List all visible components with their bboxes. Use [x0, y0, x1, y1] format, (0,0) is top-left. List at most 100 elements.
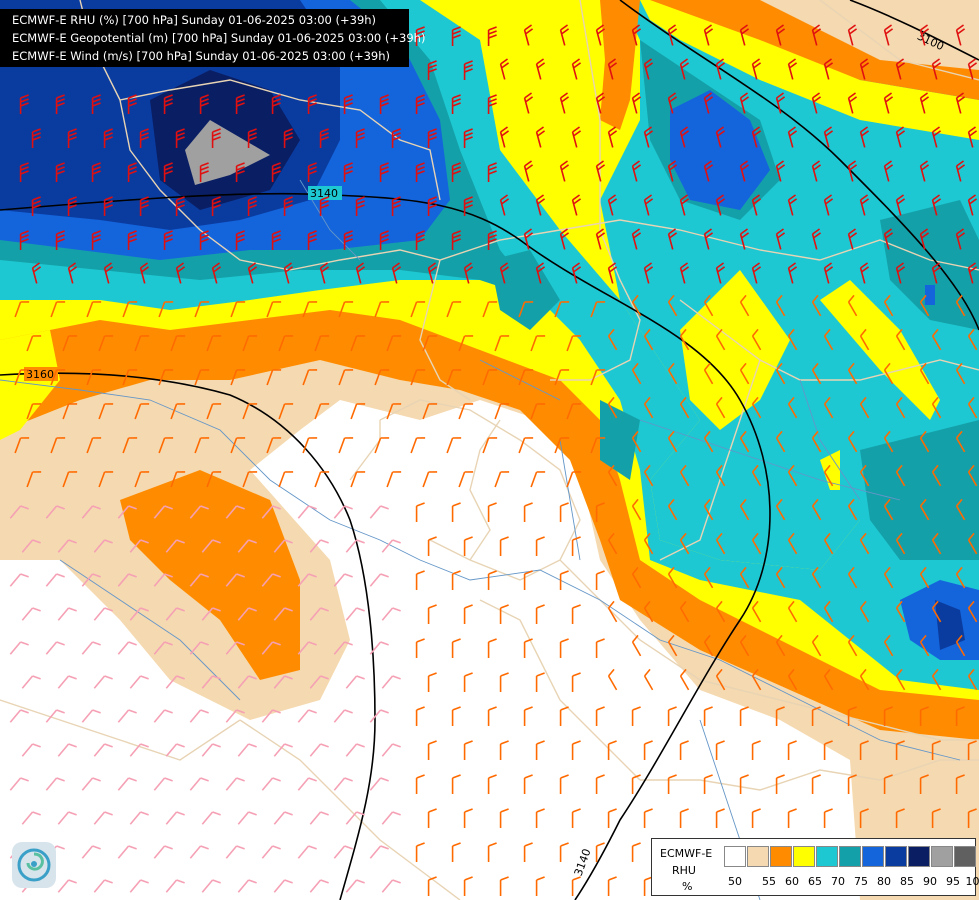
wind-barb	[345, 879, 365, 893]
wind-barb	[607, 194, 618, 216]
wind-barb	[45, 641, 65, 655]
wind-barb	[158, 301, 174, 318]
wind-barb	[153, 777, 173, 791]
wind-barb	[847, 498, 858, 521]
wind-barb	[225, 505, 245, 519]
wind-barb	[535, 262, 546, 284]
wind-barb	[883, 294, 894, 317]
wind-barb	[297, 709, 317, 723]
legend-tick-label: 85	[900, 875, 914, 888]
wind-barb	[297, 777, 317, 791]
legend-variable: RHU	[672, 864, 696, 877]
wind-barb	[787, 808, 797, 828]
wind-barb	[266, 437, 282, 454]
wind-barb	[278, 335, 294, 352]
wind-barb	[230, 301, 246, 318]
wind-barb	[535, 876, 545, 896]
wind-barb	[931, 58, 942, 80]
wind-barb	[487, 94, 497, 114]
wind-barb	[787, 396, 798, 419]
wind-barb	[81, 709, 101, 723]
wind-barb	[55, 94, 65, 114]
wind-barb	[170, 471, 186, 488]
legend-swatch	[793, 846, 815, 867]
wind-barb	[81, 573, 101, 587]
wind-barb	[823, 58, 834, 80]
wind-barb	[235, 94, 245, 114]
wind-barb	[487, 502, 497, 522]
wind-barb	[427, 128, 437, 148]
legend-tick-label: 65	[808, 875, 822, 888]
wind-barb	[607, 126, 618, 148]
wind-barb	[811, 24, 822, 46]
wind-barb	[847, 228, 858, 250]
wind-barb	[381, 607, 401, 621]
wind-barb	[715, 740, 725, 760]
wind-barb	[631, 92, 642, 114]
wind-barb	[643, 328, 654, 351]
wind-barb	[463, 740, 473, 760]
wind-barb	[679, 194, 690, 216]
wind-barb	[667, 774, 677, 794]
wind-barb	[811, 706, 821, 726]
wind-barb	[261, 845, 281, 859]
wind-barb	[67, 262, 78, 284]
wind-barb	[883, 228, 894, 250]
wind-barb	[823, 262, 834, 284]
wind-barb	[343, 162, 353, 182]
wind-barb	[631, 160, 642, 182]
wind-barb	[715, 328, 726, 351]
wind-barb	[427, 604, 437, 624]
wind-barb	[554, 301, 570, 318]
wind-barb	[93, 811, 113, 825]
wind-barb	[283, 262, 294, 284]
wind-barb	[715, 464, 726, 487]
wind-barb	[523, 160, 534, 182]
wind-barb	[811, 362, 822, 385]
wind-barb	[415, 94, 425, 114]
wind-barb	[847, 92, 858, 114]
wind-barb	[297, 845, 317, 859]
wind-barb	[319, 262, 330, 284]
wind-barb	[201, 879, 221, 893]
legend-swatch	[724, 846, 746, 867]
wind-barb	[21, 539, 41, 553]
wind-barb	[535, 194, 546, 216]
wind-barb	[122, 437, 138, 454]
wind-barb	[153, 505, 173, 519]
wind-barb	[345, 743, 365, 757]
wind-barb	[57, 879, 77, 893]
wind-barb	[590, 301, 606, 318]
wind-barb	[859, 328, 870, 351]
wind-barb	[165, 879, 185, 893]
wind-barb	[883, 774, 893, 794]
wind-barb	[751, 464, 762, 487]
wind-barb	[559, 228, 570, 250]
wind-barb	[386, 471, 402, 488]
wind-barb	[31, 128, 41, 148]
title-rhu: ECMWF-E RHU (%) [700 hPa] Sunday 01-06-2…	[12, 13, 377, 27]
wind-barb	[955, 634, 966, 657]
wind-barb	[230, 369, 246, 386]
wind-barb	[494, 403, 510, 420]
wind-barb	[715, 532, 726, 555]
wind-barb	[302, 437, 318, 454]
wind-barb	[62, 335, 78, 352]
wind-barb	[175, 128, 185, 148]
wind-barb	[811, 430, 822, 453]
wind-barb	[535, 536, 545, 556]
wind-barb	[775, 706, 785, 726]
wind-barb	[139, 262, 150, 284]
wind-barb	[333, 573, 353, 587]
wind-barb	[883, 160, 894, 182]
wind-barb	[847, 634, 858, 657]
wind-barb	[338, 369, 354, 386]
wind-barb	[883, 566, 894, 589]
wind-barb	[859, 600, 870, 623]
wind-barb	[571, 194, 582, 216]
wind-barb	[206, 335, 222, 352]
wind-barb	[751, 262, 762, 284]
wind-barb	[859, 194, 870, 216]
